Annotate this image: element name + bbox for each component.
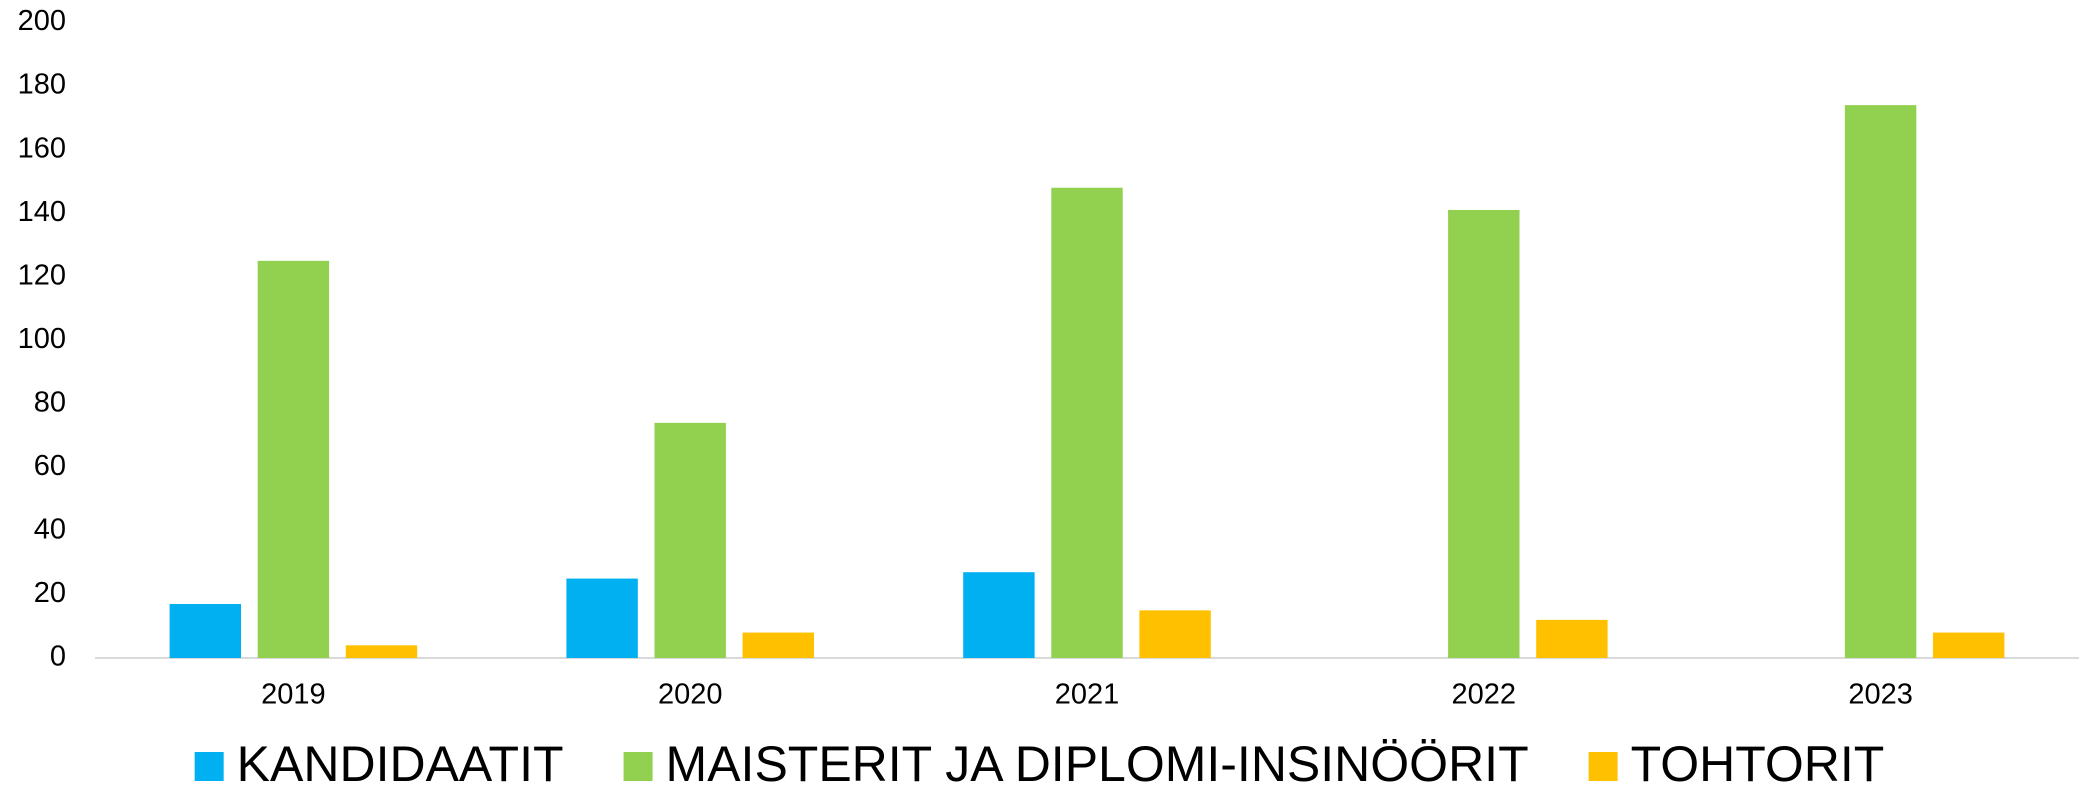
bar bbox=[1536, 619, 1608, 658]
bar bbox=[1932, 632, 2005, 658]
bar bbox=[566, 578, 638, 658]
x-tick-label: 2020 bbox=[658, 679, 723, 711]
x-tick-label: 2021 bbox=[1055, 679, 1120, 711]
bar bbox=[169, 603, 242, 658]
legend-label: TOHTORIT bbox=[1631, 736, 1885, 791]
legend-label: KANDIDAATIT bbox=[237, 736, 564, 791]
bar bbox=[1448, 209, 1520, 658]
bar bbox=[257, 260, 330, 658]
bar bbox=[1139, 610, 1211, 658]
bar bbox=[1051, 187, 1123, 659]
bar bbox=[742, 632, 815, 658]
y-tick-label: 120 bbox=[18, 259, 66, 291]
legend-swatch bbox=[1588, 752, 1618, 781]
y-tick-label: 180 bbox=[18, 69, 66, 101]
y-tick-label: 140 bbox=[18, 196, 66, 228]
bar bbox=[1844, 105, 1917, 659]
x-tick-label: 2023 bbox=[1848, 679, 1913, 711]
y-tick-label: 0 bbox=[50, 641, 66, 673]
x-tick-label: 2019 bbox=[261, 679, 326, 711]
legend-label: MAISTERIT JA DIPLOMI-INSINÖÖRIT bbox=[666, 736, 1529, 791]
y-tick-label: 200 bbox=[18, 5, 66, 37]
bar bbox=[345, 645, 418, 658]
bar bbox=[654, 422, 726, 658]
y-tick-label: 20 bbox=[34, 577, 66, 609]
legend-swatch bbox=[623, 752, 653, 781]
bar bbox=[963, 572, 1035, 658]
y-tick-label: 160 bbox=[18, 132, 66, 164]
y-tick-label: 100 bbox=[18, 323, 66, 355]
y-tick-label: 40 bbox=[34, 514, 66, 546]
legend-swatch bbox=[194, 752, 224, 781]
y-tick-label: 80 bbox=[34, 386, 66, 418]
x-tick-label: 2022 bbox=[1452, 679, 1517, 711]
y-tick-label: 60 bbox=[34, 450, 66, 482]
